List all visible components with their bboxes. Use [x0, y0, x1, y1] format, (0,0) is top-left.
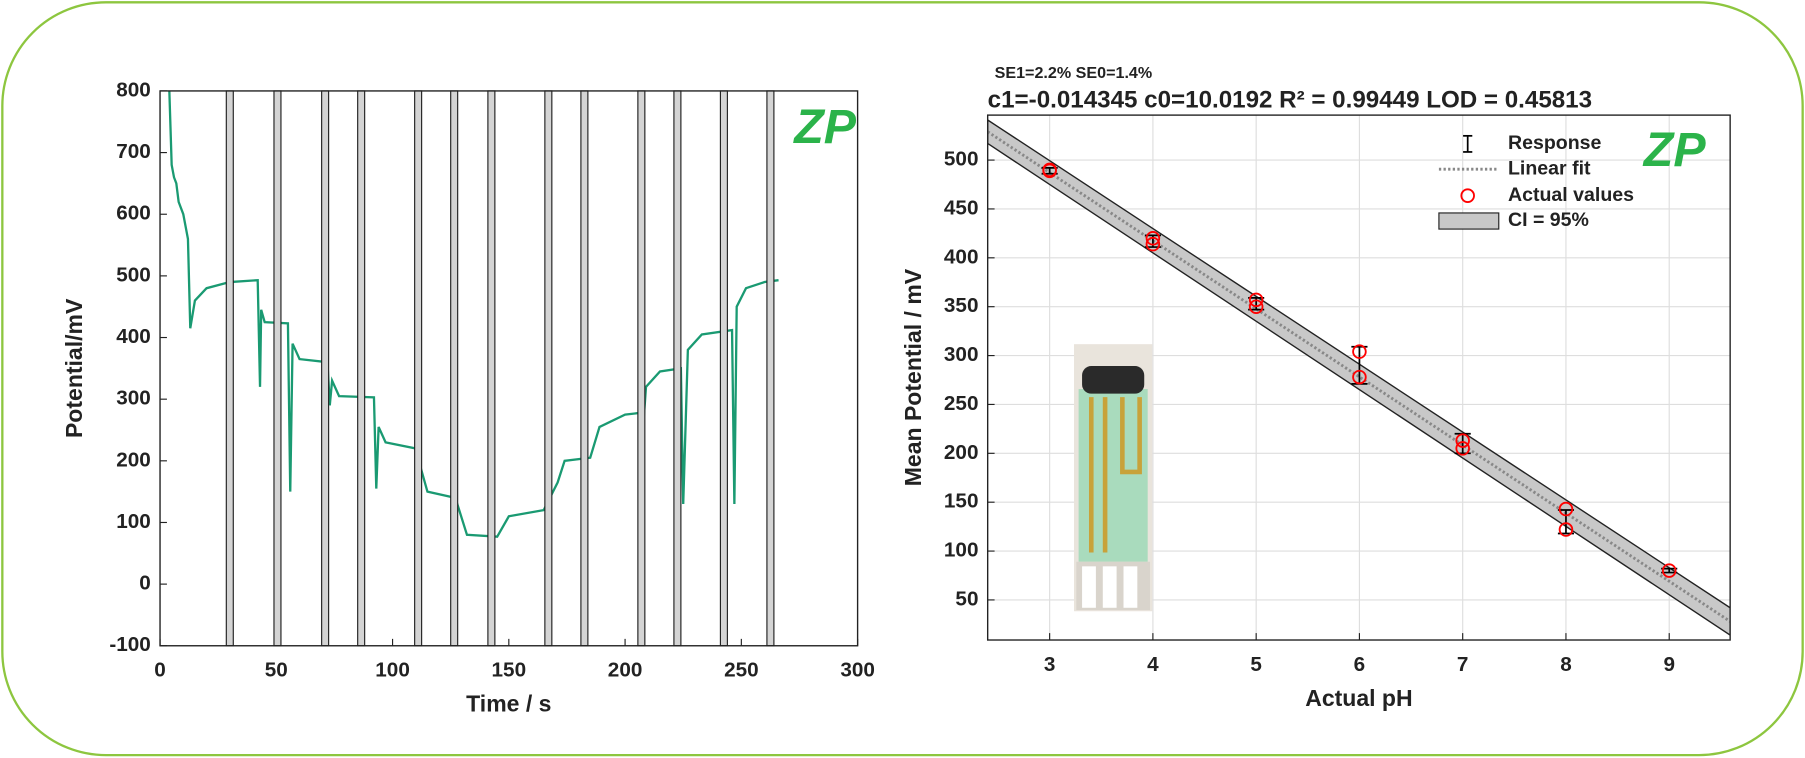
x-tick-label: 100 [375, 659, 410, 682]
y-tick-label: 700 [116, 140, 151, 163]
y-tick-label: 400 [116, 325, 151, 348]
actual-point [1455, 441, 1470, 456]
x-tick-label: 5 [1250, 653, 1262, 676]
shaded-interval [637, 90, 646, 647]
y-tick-label: 600 [116, 202, 151, 225]
shaded-interval [321, 90, 330, 647]
y-tick-label: 100 [944, 539, 979, 562]
y-tick-label: 150 [944, 490, 979, 513]
actual-point [1558, 501, 1574, 517]
sensor-photo [1074, 344, 1153, 612]
x-tick-label: 200 [608, 659, 643, 682]
y-tick-label: 450 [944, 196, 979, 219]
x-tick-label: 4 [1147, 653, 1159, 676]
actual-point [1352, 344, 1367, 359]
shaded-interval [580, 90, 589, 647]
shaded-interval [719, 90, 728, 647]
x-tick-label: 50 [265, 659, 288, 682]
shaded-interval [450, 90, 459, 647]
x-tick-label: 7 [1457, 653, 1469, 676]
y-axis-label: Potential/mV [61, 298, 87, 438]
y-tick-label: 250 [944, 392, 979, 415]
actual-point [1455, 433, 1470, 448]
y-tick-label: 500 [944, 148, 979, 171]
x-tick-label: 0 [154, 659, 166, 682]
actual-point [1248, 299, 1264, 314]
chart-title: c1=-0.014345 c0=10.0192 R² = 0.99449 LOD… [988, 87, 1592, 114]
x-tick-label: 9 [1663, 653, 1675, 676]
x-tick-label: 150 [492, 659, 527, 682]
shaded-interval [544, 90, 553, 647]
legend-label: CI = 95% [1508, 209, 1589, 231]
actual-point [1145, 236, 1161, 252]
actual-point [1352, 369, 1367, 385]
y-axis-label: Mean Potential / mV [900, 268, 926, 486]
x-tick-label: 8 [1560, 653, 1572, 676]
legend-label: Actual values [1508, 184, 1634, 206]
shaded-interval [673, 90, 682, 647]
x-tick-label: 6 [1354, 653, 1366, 676]
fit-line [987, 130, 1731, 623]
actual-point [1042, 163, 1057, 179]
actual-point [1248, 292, 1264, 308]
legend-label: Linear fit [1508, 157, 1591, 179]
y-tick-label: -100 [109, 633, 150, 656]
logo: ZP [1642, 123, 1707, 177]
shaded-interval [414, 90, 423, 647]
y-tick-label: 100 [116, 510, 151, 533]
y-tick-label: 800 [116, 78, 151, 101]
y-tick-label: 50 [955, 587, 978, 610]
legend-symbol [1438, 212, 1500, 230]
plot-area [160, 90, 858, 646]
y-tick-label: 400 [944, 245, 979, 268]
actual-point [1145, 231, 1161, 246]
x-axis-label: Actual pH [1305, 685, 1412, 711]
plot-content [987, 119, 1731, 636]
y-tick-label: 300 [944, 343, 979, 366]
shaded-interval [357, 90, 366, 647]
y-tick-label: 350 [944, 294, 979, 317]
shaded-interval [487, 90, 496, 647]
actual-point [1661, 563, 1677, 578]
chart-subtitle: SE1=2.2% SE0=1.4% [995, 64, 1153, 82]
shaded-interval [225, 90, 234, 647]
x-tick-label: 300 [840, 659, 875, 682]
legend-symbol [1460, 188, 1475, 203]
shaded-interval [273, 90, 282, 647]
logo: ZP [792, 100, 857, 154]
plot-frame [986, 114, 1731, 641]
x-tick-label: 250 [724, 659, 759, 682]
plot-frame [159, 90, 859, 647]
shaded-interval [766, 90, 775, 647]
x-tick-label: 3 [1044, 653, 1056, 676]
y-tick-label: 300 [116, 387, 151, 410]
actual-point [1558, 522, 1574, 537]
legend-label: Response [1508, 132, 1602, 154]
y-tick-label: 200 [944, 441, 979, 464]
y-tick-label: 200 [116, 448, 151, 471]
x-axis-label: Time / s [466, 691, 551, 717]
y-tick-label: 0 [139, 572, 151, 595]
y-tick-label: 500 [116, 263, 151, 286]
